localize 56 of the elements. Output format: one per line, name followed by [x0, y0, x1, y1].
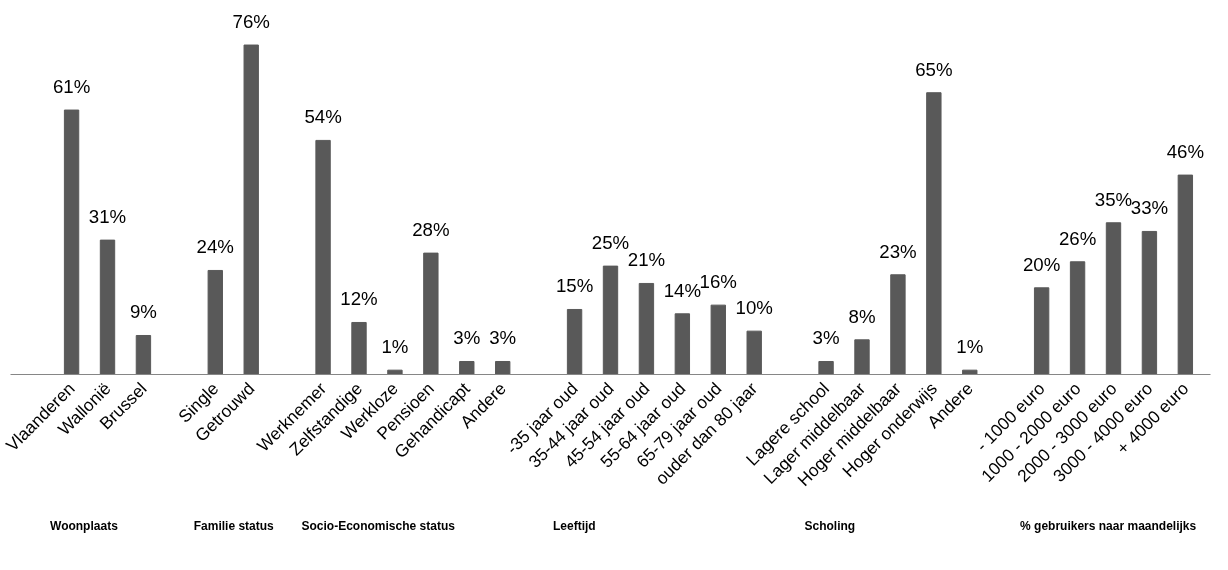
bar: [315, 139, 331, 375]
data-label: 24%: [196, 236, 234, 258]
data-label: 76%: [232, 10, 270, 32]
bar: [459, 360, 475, 375]
bar: [710, 304, 726, 375]
data-label: 3%: [453, 327, 481, 349]
data-label: 65%: [915, 58, 953, 80]
text: Woonplaats: [50, 518, 119, 533]
bar: [495, 360, 511, 375]
text: % gebruikers naar maandelijks: [1020, 518, 1197, 533]
bar: [926, 92, 942, 375]
text: Leeftijd: [553, 518, 596, 533]
data-label: 8%: [848, 305, 876, 327]
text: Socio-Economische status: [301, 518, 456, 533]
bar: [746, 330, 762, 375]
text: Familie status: [193, 518, 275, 533]
data-label: 31%: [88, 205, 127, 227]
bar: [638, 282, 655, 375]
data-label: 35%: [1094, 188, 1133, 210]
bar: [243, 44, 259, 375]
bar: [1033, 287, 1050, 375]
bar: [1069, 261, 1086, 375]
data-label: 26%: [1058, 227, 1097, 249]
data-label: 23%: [879, 240, 917, 262]
bar: [818, 360, 834, 375]
data-label: 61%: [52, 75, 91, 97]
data-label: 21%: [627, 249, 666, 271]
bar: [423, 252, 439, 375]
data-label: 46%: [1166, 140, 1205, 162]
bar: [890, 274, 906, 375]
data-label: 12%: [340, 288, 378, 310]
bar: [1141, 230, 1158, 375]
data-label: 20%: [1022, 253, 1061, 275]
bar: [207, 269, 223, 375]
bar: [566, 308, 583, 375]
bar: [602, 265, 619, 375]
data-label: 1%: [381, 335, 409, 357]
bar: [135, 334, 152, 375]
data-label: 54%: [304, 106, 342, 128]
bar: [1105, 222, 1122, 375]
bar: [99, 239, 116, 375]
bar: [674, 313, 691, 375]
data-label: 3%: [812, 327, 840, 349]
data-label: 15%: [555, 275, 594, 297]
data-label: 10%: [735, 296, 773, 318]
data-label: 3%: [489, 327, 517, 349]
data-label: 9%: [129, 301, 157, 323]
bar: [63, 109, 80, 375]
data-label: 14%: [663, 279, 702, 301]
text: Scholing: [804, 518, 856, 533]
bar: [854, 339, 870, 375]
data-label: 1%: [956, 335, 984, 357]
data-label: 28%: [412, 218, 450, 240]
bar: [351, 321, 367, 375]
data-label: 25%: [591, 231, 630, 253]
bar: [1177, 174, 1194, 375]
